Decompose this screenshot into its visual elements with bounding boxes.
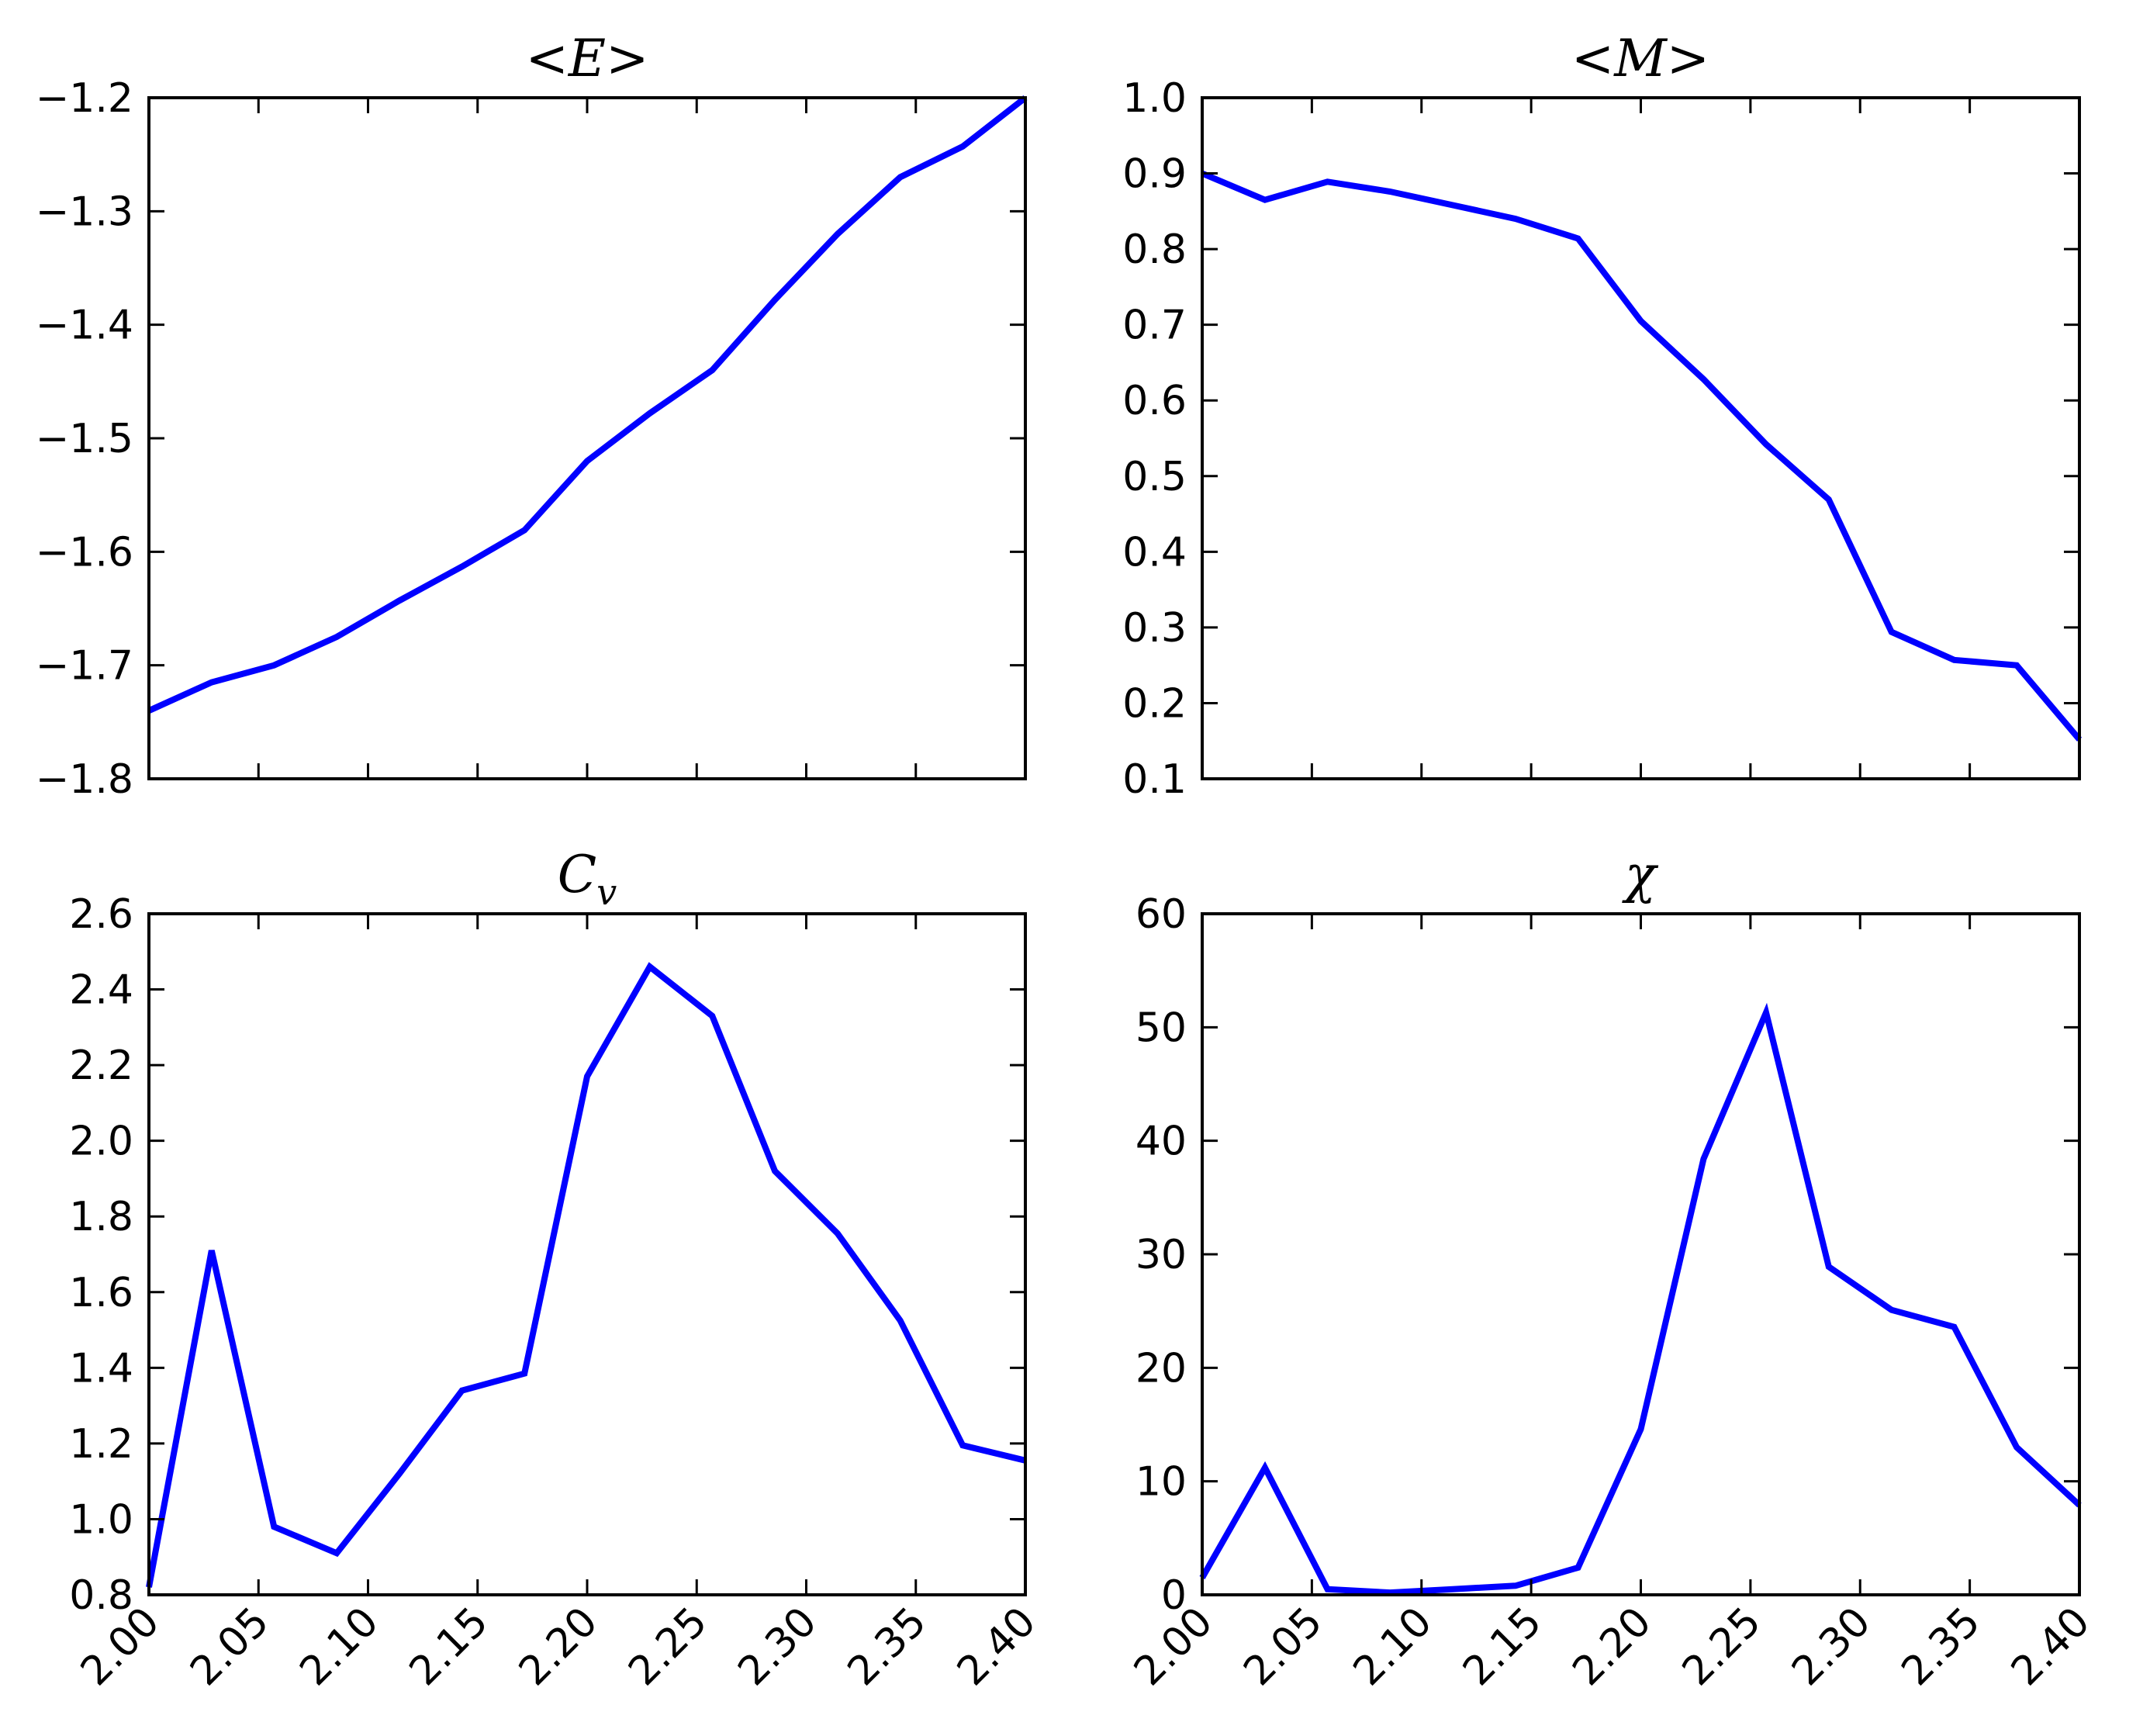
y-tick-label: 1.0 [1122, 75, 1187, 122]
y-tick-label: 60 [1135, 891, 1187, 938]
x-tick-label: 2.40 [949, 1599, 1045, 1695]
y-tick-label: 0.8 [1122, 227, 1187, 273]
ticks-layer: 2.00 2.05 2.10 2.15 2.20 2.25 2.30 2.35 2.400102… [1125, 891, 2099, 1695]
ticks-layer: 0.1 0.2 0.3 0.4 0.5 0.6 0.7 0.8 0.9 1.0 [1122, 75, 2081, 803]
y-tick-label: 0.8 [69, 1572, 133, 1619]
panel-title-text: χ [1622, 845, 1659, 904]
panel-magnetization: 0.1 0.2 0.3 0.4 0.5 0.6 0.7 0.8 0.9 1.0 <M> [1122, 29, 2083, 803]
y-tick-label: −1.4 [36, 303, 133, 349]
y-tick-label: 0.3 [1122, 605, 1187, 652]
y-tick-label: 20 [1135, 1345, 1187, 1392]
x-tick-label: 2.25 [1674, 1599, 1770, 1695]
ticks-layer: −1.8 −1.7 −1.6 −1.5 −1.4 −1.3 −1.2 [36, 75, 1027, 803]
x-tick-label: 2.15 [1454, 1599, 1550, 1695]
y-tick-label: 0.4 [1122, 529, 1187, 576]
panel-title-text: C [558, 845, 597, 904]
series-layer [1201, 170, 2083, 742]
y-tick-label: 0.5 [1122, 454, 1187, 500]
series-layer [147, 95, 1028, 714]
panel-title: Cv [558, 845, 617, 913]
y-tick-label: 1.6 [69, 1270, 133, 1316]
y-tick-label: 0.2 [1122, 680, 1187, 727]
y-tick-label: 2.0 [69, 1119, 133, 1165]
panel-title-subscript: v [596, 871, 617, 913]
x-tick-label: 2.20 [1564, 1599, 1660, 1695]
panel-title: <E> [526, 29, 649, 88]
y-tick-label: 0 [1161, 1572, 1187, 1619]
y-tick-label: 1.4 [69, 1345, 133, 1392]
x-tick-label: 2.35 [1893, 1599, 1989, 1695]
x-tick-label: 2.40 [2003, 1599, 2099, 1695]
x-tick-label: 2.05 [1235, 1599, 1331, 1695]
y-tick-label: 2.4 [69, 967, 133, 1014]
y-tick-label: 30 [1135, 1232, 1187, 1278]
y-tick-label: 1.8 [69, 1194, 133, 1240]
series-line [1199, 1002, 2082, 1596]
x-tick-label: 2.30 [729, 1599, 825, 1695]
y-tick-label: 2.6 [69, 891, 133, 938]
y-tick-label: 1.0 [69, 1496, 133, 1543]
y-tick-label: −1.3 [36, 188, 133, 235]
plot-frame [1201, 912, 2081, 1596]
y-tick-label: −1.8 [36, 756, 133, 803]
y-tick-label: −1.7 [36, 643, 133, 690]
x-tick-label: 2.25 [620, 1599, 716, 1695]
x-tick-label: 2.10 [1345, 1599, 1441, 1695]
x-tick-label: 2.35 [839, 1599, 935, 1695]
panel-title-text: <E> [526, 29, 649, 88]
panel-energy: −1.8 −1.7 −1.6 −1.5 −1.4 −1.3 −1.2 <E> [36, 29, 1028, 803]
y-tick-label: 40 [1135, 1119, 1187, 1165]
panel-specific-heat: 2.00 2.05 2.10 2.15 2.20 2.25 2.30 2.35 2.400.81… [69, 845, 1045, 1695]
series-layer [1199, 1002, 2082, 1596]
series-line [1201, 170, 2083, 742]
ticks-layer: 2.00 2.05 2.10 2.15 2.20 2.25 2.30 2.35 2.400.81… [69, 891, 1045, 1695]
y-tick-label: 1.2 [69, 1421, 133, 1468]
x-tick-label: 2.10 [291, 1599, 387, 1695]
y-tick-label: 2.2 [69, 1043, 133, 1089]
y-tick-label: 10 [1135, 1459, 1187, 1506]
series-line [147, 95, 1028, 714]
plot-frame [147, 96, 1027, 780]
panel-title: χ [1622, 845, 1659, 904]
x-tick-label: 2.30 [1783, 1599, 1879, 1695]
panel-susceptibility: 2.00 2.05 2.10 2.15 2.20 2.25 2.30 2.35 2.400102… [1125, 845, 2099, 1695]
y-tick-label: −1.2 [36, 75, 133, 122]
y-tick-label: 0.1 [1122, 756, 1187, 803]
y-tick-label: 0.6 [1122, 378, 1187, 424]
x-tick-label: 2.05 [181, 1599, 278, 1695]
y-tick-label: 0.7 [1122, 303, 1187, 349]
x-tick-label: 2.15 [401, 1599, 497, 1695]
plot-frame [147, 912, 1027, 1596]
plot-frame [1201, 96, 2081, 780]
panel-title: <M> [1571, 29, 1709, 88]
y-tick-label: −1.5 [36, 416, 133, 462]
series-line [146, 962, 1026, 1588]
y-tick-label: 0.9 [1122, 151, 1187, 198]
y-tick-label: −1.6 [36, 529, 133, 576]
panel-title-text: <M> [1571, 29, 1709, 88]
series-layer [146, 962, 1026, 1588]
x-tick-label: 2.20 [510, 1599, 607, 1695]
y-tick-label: 50 [1135, 1005, 1187, 1051]
